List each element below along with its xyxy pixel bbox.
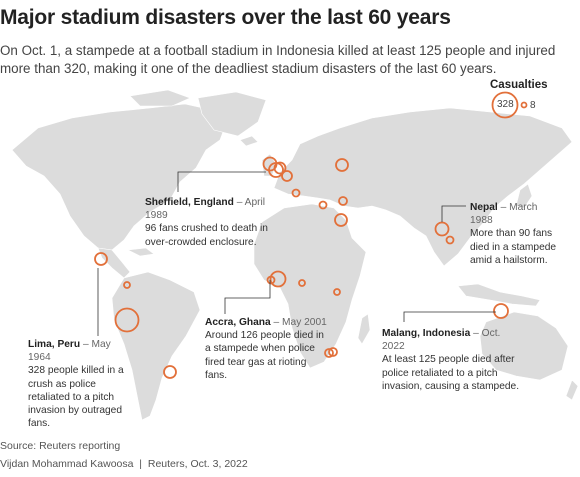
disaster-bubble bbox=[445, 235, 455, 245]
land-indonesia bbox=[457, 283, 541, 307]
footer-outlet: Reuters, Oct. 3, 2022 bbox=[147, 458, 248, 470]
annotation-text: 328 people killed in a crush as police r… bbox=[28, 365, 124, 430]
land-greenland bbox=[197, 91, 267, 137]
annotation-date: March 1988 bbox=[470, 202, 538, 227]
land-north-america bbox=[11, 103, 227, 251]
disaster-bubble bbox=[318, 200, 328, 210]
disaster-bubble bbox=[273, 161, 287, 175]
page-subtitle: On Oct. 1, a stampede at a football stad… bbox=[0, 43, 556, 76]
annotation-place: Nepal bbox=[470, 202, 498, 213]
leader-lines bbox=[97, 171, 496, 336]
disaster-bubble bbox=[268, 162, 284, 178]
disaster-bubble bbox=[338, 196, 348, 206]
annotation-place: Malang, Indonesia bbox=[382, 328, 471, 339]
disaster-bubble bbox=[163, 365, 177, 379]
annotation-date: April 1989 bbox=[145, 197, 266, 222]
footer-divider: | bbox=[136, 458, 145, 470]
leader-accra bbox=[224, 280, 271, 314]
annotation-malang: Malang, Indonesia – Oct. 2022 At least 1… bbox=[382, 327, 522, 393]
annotation-date-sep: – bbox=[236, 197, 243, 208]
disaster-bubble bbox=[266, 275, 276, 285]
land-madagascar bbox=[357, 313, 371, 345]
disaster-bubble bbox=[123, 281, 131, 289]
legend-title: Casualties bbox=[490, 79, 548, 91]
leader-malang bbox=[403, 311, 496, 322]
footer-source: Source: Reuters reporting bbox=[0, 440, 121, 452]
annotation-text: 96 fans crushed to death in over-crowded… bbox=[145, 223, 268, 248]
disaster-bubble bbox=[94, 252, 108, 266]
annotation-place: Accra, Ghana bbox=[205, 317, 271, 328]
disaster-bubble bbox=[334, 213, 348, 227]
disaster-bubble bbox=[335, 158, 349, 172]
footer-credit: Vijdan Mohammad Kawoosa bbox=[0, 458, 134, 470]
land-eurasia bbox=[273, 107, 573, 267]
annotation-place: Sheffield, England bbox=[145, 197, 234, 208]
land-iceland bbox=[239, 135, 259, 147]
legend-min-label: 8 bbox=[530, 100, 536, 111]
land-south-america bbox=[111, 271, 201, 421]
disaster-bubble bbox=[333, 288, 341, 296]
annotation-place: Lima, Peru bbox=[28, 339, 81, 350]
annotation-text: At least 125 people died after police re… bbox=[382, 354, 520, 392]
disaster-bubble bbox=[269, 270, 287, 288]
footer-credit-line: Vijdan Mohammad Kawoosa | Reuters, Oct. … bbox=[0, 458, 248, 470]
leader-sheffield bbox=[177, 171, 266, 192]
page-title: Major stadium disasters over the last 60… bbox=[0, 6, 451, 29]
annotation-date-sep: – bbox=[82, 339, 89, 350]
land-new-zealand bbox=[565, 379, 579, 401]
annotation-text: Around 126 people died in a stampede whe… bbox=[205, 330, 324, 381]
land-masses bbox=[11, 89, 579, 421]
annotation-date: May 2001 bbox=[282, 317, 327, 328]
annotation-date-sep: – bbox=[273, 317, 280, 328]
land-japan bbox=[515, 183, 533, 209]
land-arctic-islands bbox=[129, 89, 191, 107]
annotation-date-sep: – bbox=[500, 202, 507, 213]
annotation-date: Oct. 2022 bbox=[382, 328, 501, 353]
disaster-bubble bbox=[114, 307, 140, 333]
annotation-text: More than 90 fans died in a stampede ami… bbox=[470, 228, 557, 266]
leader-nepal bbox=[441, 205, 466, 222]
disaster-bubble bbox=[291, 188, 301, 198]
legend-bubble-min bbox=[520, 101, 528, 109]
legend-bubbles bbox=[491, 91, 528, 119]
legend-bubble-max bbox=[491, 91, 519, 119]
legend-max-label: 328 bbox=[497, 99, 514, 110]
land-australia bbox=[479, 311, 569, 381]
annotation-date-sep: – bbox=[473, 328, 479, 339]
disaster-bubble bbox=[298, 279, 306, 287]
annotation-accra: Accra, Ghana – May 2001 Around 126 peopl… bbox=[205, 316, 327, 382]
annotation-lima: Lima, Peru – May 1964 328 people killed … bbox=[28, 338, 124, 430]
disaster-bubble bbox=[493, 303, 509, 319]
annotation-sheffield: Sheffield, England – April 1989 96 fans … bbox=[145, 196, 273, 249]
disaster-bubble bbox=[281, 170, 293, 182]
land-caribbean bbox=[126, 247, 155, 257]
disaster-bubbles bbox=[94, 156, 509, 379]
disaster-bubble bbox=[328, 347, 338, 357]
disaster-bubble bbox=[434, 221, 450, 237]
disaster-bubble bbox=[324, 348, 334, 358]
annotation-nepal: Nepal – March 1988 More than 90 fans die… bbox=[470, 201, 562, 267]
annotation-date: May 1964 bbox=[28, 339, 111, 364]
